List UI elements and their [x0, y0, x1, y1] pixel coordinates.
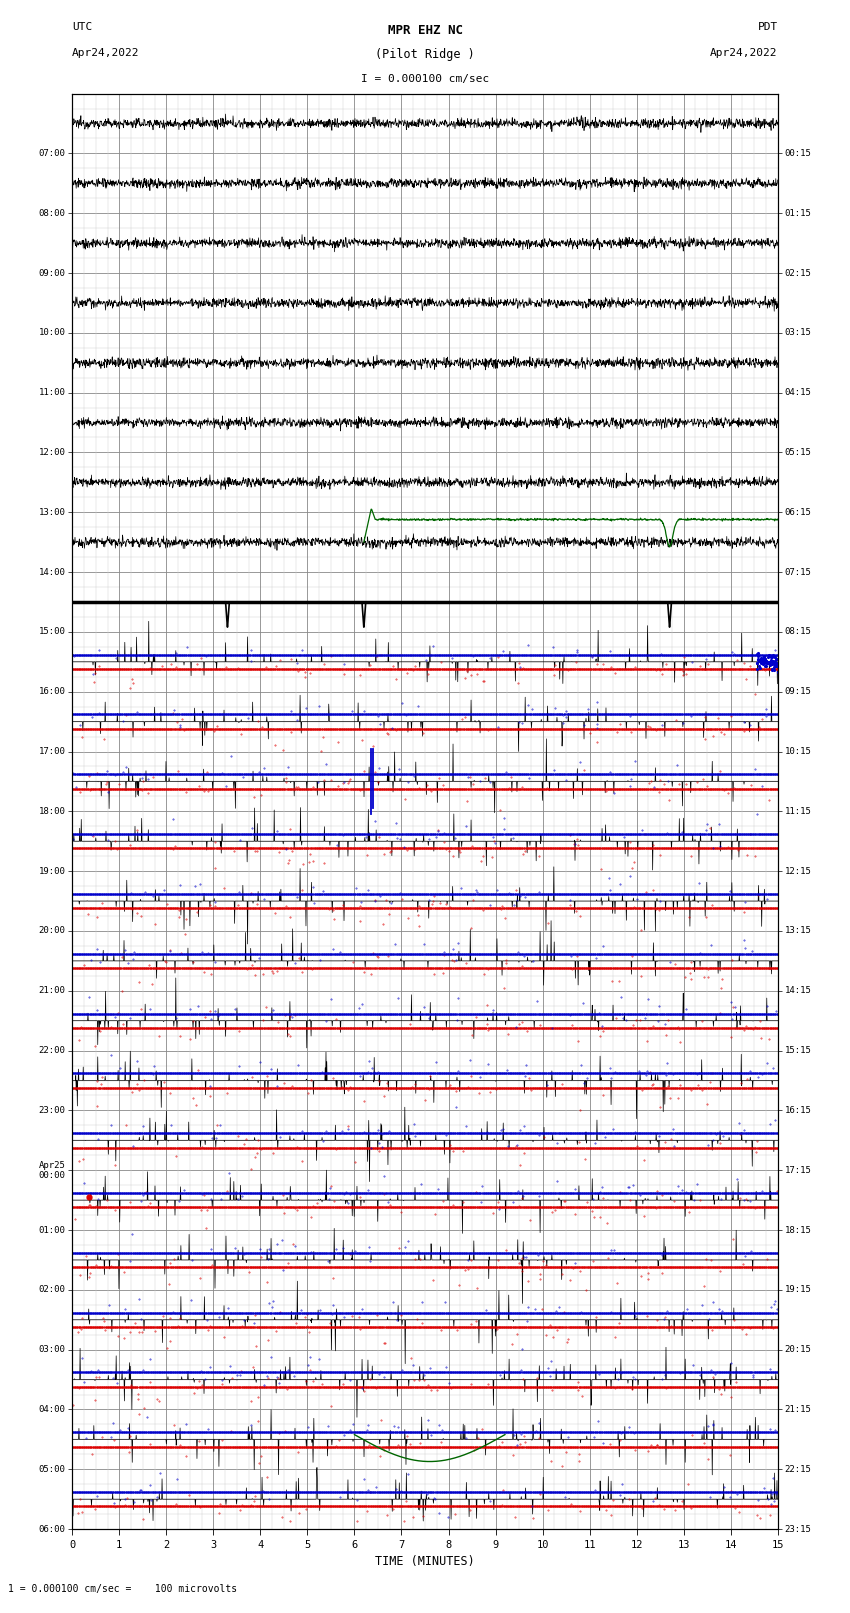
- X-axis label: TIME (MINUTES): TIME (MINUTES): [375, 1555, 475, 1568]
- Text: MPR EHZ NC: MPR EHZ NC: [388, 24, 462, 37]
- Text: PDT: PDT: [757, 23, 778, 32]
- Text: I = 0.000100 cm/sec: I = 0.000100 cm/sec: [361, 74, 489, 84]
- Text: Apr24,2022: Apr24,2022: [711, 48, 778, 58]
- Text: Apr24,2022: Apr24,2022: [72, 48, 139, 58]
- Text: UTC: UTC: [72, 23, 93, 32]
- Text: (Pilot Ridge ): (Pilot Ridge ): [375, 48, 475, 61]
- Text: 1 = 0.000100 cm/sec =    100 microvolts: 1 = 0.000100 cm/sec = 100 microvolts: [8, 1584, 238, 1594]
